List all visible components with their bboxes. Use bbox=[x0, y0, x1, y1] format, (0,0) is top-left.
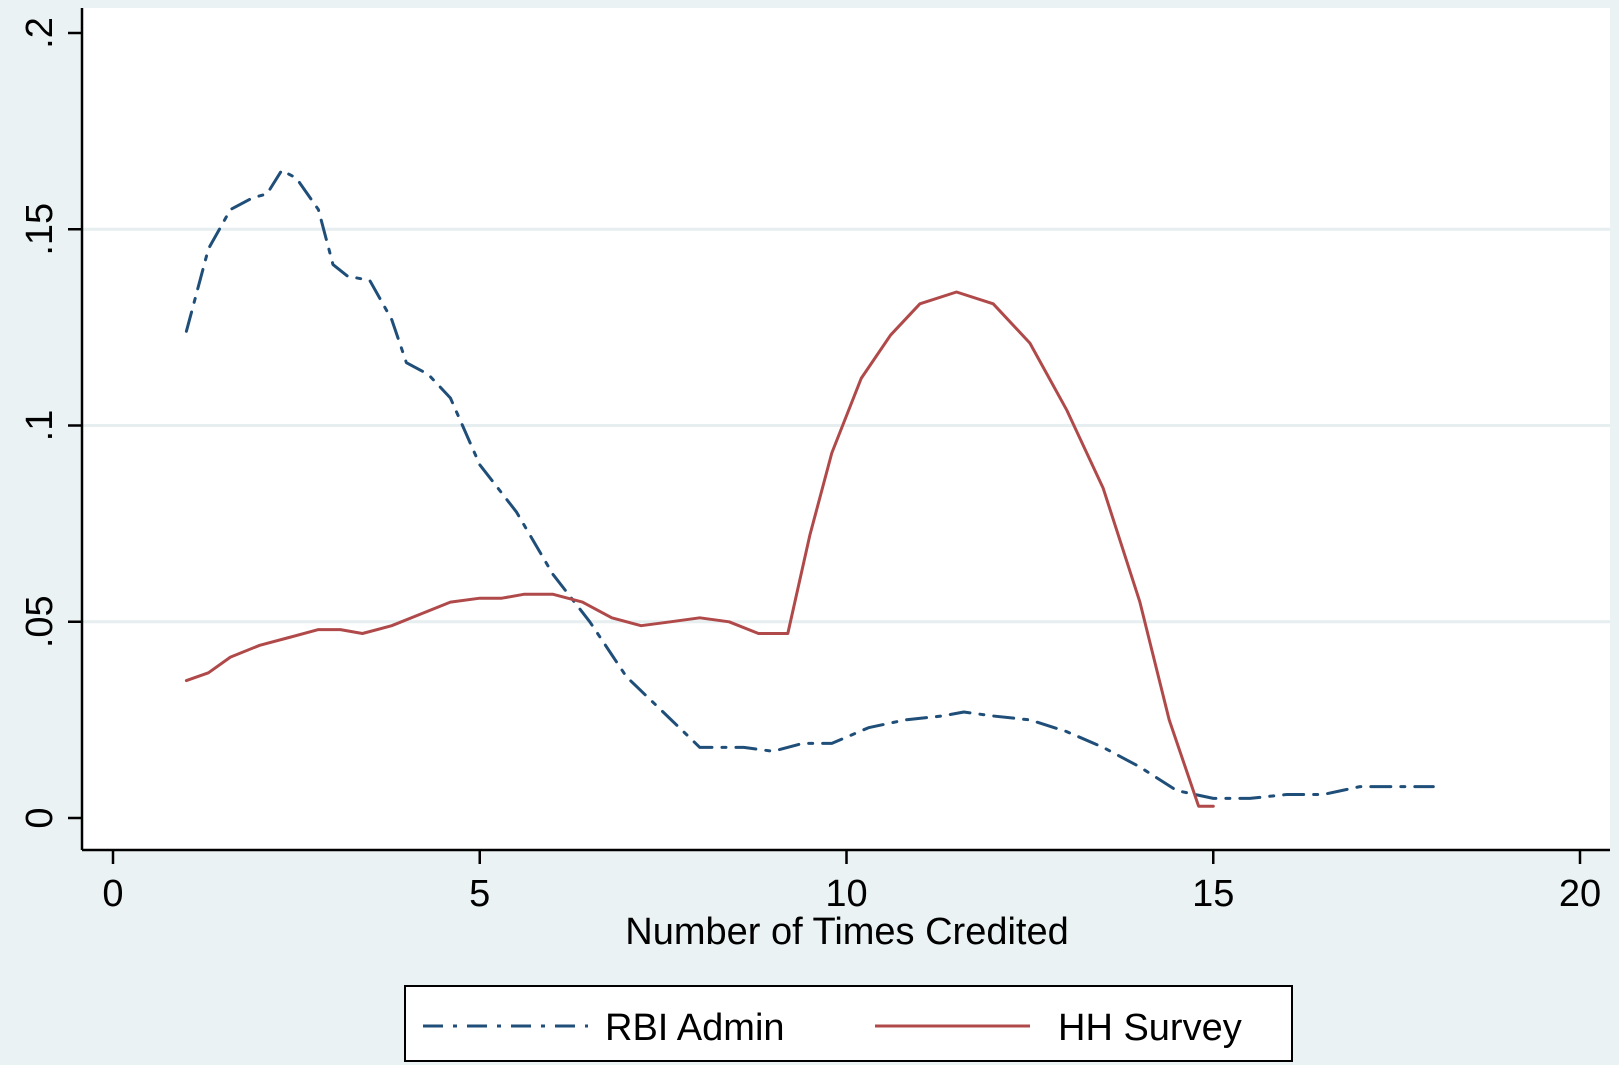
x-tick-label-10: 10 bbox=[825, 873, 867, 915]
y-tick-label-0: 0 bbox=[19, 807, 61, 828]
x-tick-label-15: 15 bbox=[1192, 873, 1234, 915]
x-tick-label-5: 5 bbox=[469, 873, 490, 915]
legend-box bbox=[404, 985, 1293, 1062]
x-tick-label-20: 20 bbox=[1559, 873, 1601, 915]
x-tick-label-0: 0 bbox=[102, 873, 123, 915]
y-tick-label-15: .15 bbox=[19, 203, 61, 256]
series-line-rbi-admin bbox=[184, 168, 1435, 800]
y-tick-label-1: .1 bbox=[19, 410, 61, 442]
gridlines bbox=[82, 227, 1610, 624]
series-line-hh-survey bbox=[184, 290, 1215, 808]
axis-ticks: 0 .05 .1 .15 .2 0 5 10 15 20 bbox=[19, 17, 1601, 915]
legend: RBI Admin HH Survey bbox=[404, 985, 1293, 1062]
x-axis-title: Number of Times Credited bbox=[625, 911, 1069, 953]
y-tick-label-2: .2 bbox=[19, 17, 61, 49]
data-series bbox=[184, 168, 1435, 808]
y-tick-label-05: .05 bbox=[19, 595, 61, 648]
legend-label-hh-survey: HH Survey bbox=[1058, 1007, 1242, 1049]
plot-area bbox=[82, 8, 1610, 850]
legend-label-rbi-admin: RBI Admin bbox=[605, 1007, 785, 1049]
